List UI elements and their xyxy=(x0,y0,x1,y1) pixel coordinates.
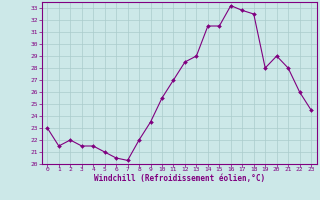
X-axis label: Windchill (Refroidissement éolien,°C): Windchill (Refroidissement éolien,°C) xyxy=(94,174,265,183)
